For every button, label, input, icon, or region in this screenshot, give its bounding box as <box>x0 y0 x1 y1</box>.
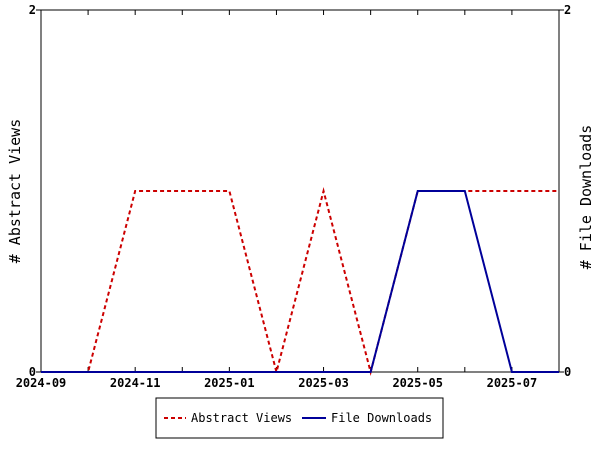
plot-area <box>40 9 560 373</box>
legend-label-abstract-views: Abstract Views <box>191 411 292 425</box>
legend-box <box>155 397 444 439</box>
x-tick-label: 2024-09 <box>16 376 67 390</box>
y-tick-label-left: 2 <box>29 3 36 17</box>
legend-label-file-downloads: File Downloads <box>331 411 432 425</box>
x-tick-label: 2025-07 <box>487 376 538 390</box>
x-tick-label: 2025-05 <box>392 376 443 390</box>
x-tick-label: 2025-01 <box>204 376 255 390</box>
y-tick-label-right: 0 <box>564 365 571 379</box>
y-axis-right-title: # File Downloads <box>577 125 595 270</box>
x-tick-label: 2024-11 <box>110 376 161 390</box>
y-axis-left-title: # Abstract Views <box>6 119 24 264</box>
x-tick-label: 2025-03 <box>298 376 349 390</box>
y-tick-label-left: 0 <box>29 365 36 379</box>
y-tick-label-right: 2 <box>564 3 571 17</box>
series-line-file-downloads <box>41 190 559 373</box>
legend: Abstract Views File Downloads <box>155 397 444 439</box>
